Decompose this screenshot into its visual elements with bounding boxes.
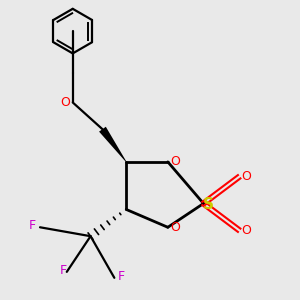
Text: O: O [242,170,251,183]
Text: F: F [118,270,125,283]
Text: F: F [29,219,36,232]
Text: O: O [170,221,180,234]
Text: S: S [202,197,214,212]
Text: O: O [60,96,70,109]
Text: O: O [242,224,251,237]
Text: F: F [60,264,68,277]
Text: O: O [170,155,180,168]
Polygon shape [99,127,127,162]
